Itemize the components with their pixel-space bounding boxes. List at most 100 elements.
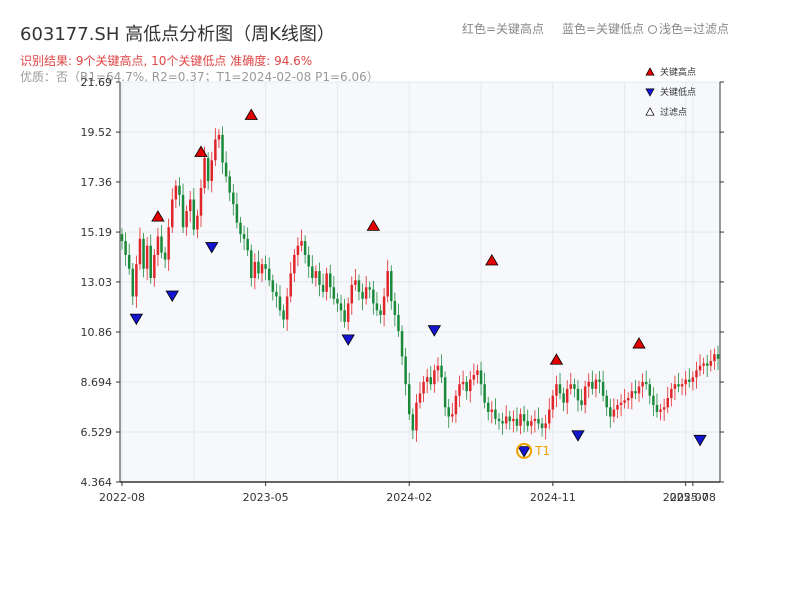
candle-body bbox=[479, 370, 483, 385]
key-high-marker bbox=[632, 337, 646, 349]
candle-body bbox=[705, 363, 709, 366]
candle-body bbox=[364, 287, 368, 299]
candle-body bbox=[300, 241, 303, 246]
candle-body bbox=[407, 384, 411, 415]
y-tick-label: 21.69 bbox=[81, 76, 113, 89]
chart-title: 603177.SH 高低点分析图（周K线图） bbox=[20, 24, 335, 45]
key-high-marker bbox=[366, 219, 381, 231]
candle-body bbox=[386, 271, 389, 297]
key-high-marker bbox=[151, 210, 165, 222]
candle-body bbox=[163, 252, 167, 260]
candle-body bbox=[296, 245, 300, 255]
candle-body bbox=[127, 254, 131, 269]
candle-body bbox=[275, 291, 278, 297]
candle-body bbox=[346, 303, 350, 322]
candle-body bbox=[357, 280, 361, 292]
candle-body bbox=[655, 404, 659, 412]
candle-body bbox=[648, 384, 652, 396]
candle-body bbox=[512, 418, 515, 422]
candle-body bbox=[587, 381, 590, 387]
candle-body bbox=[246, 238, 249, 251]
legend-hint-light: 浅色=过滤点 bbox=[648, 20, 729, 37]
candle-body bbox=[569, 384, 573, 389]
candle-body bbox=[250, 250, 253, 279]
candle-body bbox=[598, 379, 601, 382]
key-low-marker bbox=[427, 325, 442, 337]
candle-body bbox=[210, 160, 214, 182]
candle-body bbox=[425, 377, 429, 382]
candle-body bbox=[594, 379, 598, 389]
candle-body bbox=[465, 381, 468, 392]
candle-body bbox=[400, 331, 404, 357]
candle-body bbox=[203, 157, 206, 188]
candle-body bbox=[494, 409, 497, 419]
candle-body bbox=[619, 402, 623, 405]
candle-body bbox=[530, 421, 533, 426]
candle-body bbox=[540, 423, 544, 429]
candle-body bbox=[181, 194, 185, 228]
x-tick-label: 2025-08 bbox=[670, 491, 716, 504]
candle-body bbox=[558, 384, 562, 394]
candle-body bbox=[576, 388, 580, 401]
candle-body bbox=[522, 414, 526, 422]
t1-ring bbox=[516, 442, 533, 459]
candle-body bbox=[336, 298, 339, 304]
candle-body bbox=[641, 381, 644, 387]
candle-body bbox=[174, 185, 178, 200]
candle-body bbox=[537, 418, 540, 424]
candle-body bbox=[630, 391, 634, 399]
candle-body bbox=[372, 289, 375, 304]
candle-body bbox=[199, 187, 203, 216]
y-tick-label: 10.86 bbox=[81, 326, 113, 339]
candle-body bbox=[440, 365, 443, 378]
candle-body bbox=[623, 400, 626, 403]
candle-body bbox=[239, 222, 242, 235]
legend-filtered-icon bbox=[645, 107, 655, 116]
legend-hint-red: 红色=关键高点 bbox=[462, 22, 545, 36]
axes: 21.69 19.52 17.36 15.19 13.03 10.86 8.694 6.529… bbox=[81, 76, 724, 504]
candle-body bbox=[120, 234, 124, 242]
candle-body bbox=[591, 381, 594, 389]
candle-body bbox=[519, 414, 522, 426]
candle-body bbox=[451, 414, 454, 417]
x-tick-label: 2024-02 bbox=[386, 491, 432, 504]
candle-body bbox=[188, 199, 192, 212]
candle-body bbox=[508, 416, 512, 422]
candle-body bbox=[278, 296, 282, 311]
candle-body bbox=[684, 379, 687, 385]
candle-body bbox=[616, 404, 619, 410]
candle-body bbox=[469, 379, 472, 392]
candle-body bbox=[544, 423, 547, 429]
candle-body bbox=[422, 381, 425, 394]
x-tick-label: 2025-07 bbox=[663, 491, 709, 504]
candle-body bbox=[321, 284, 325, 292]
candles bbox=[120, 126, 720, 442]
candle-body bbox=[221, 134, 224, 163]
x-tick-label: 2024-11 bbox=[530, 491, 576, 504]
candle-body bbox=[454, 395, 458, 415]
candle-body bbox=[393, 301, 397, 315]
candle-body bbox=[583, 386, 587, 405]
candle-body bbox=[167, 227, 170, 260]
candle-body bbox=[138, 238, 142, 265]
candle-body bbox=[562, 393, 565, 403]
y-tick-label: 15.19 bbox=[81, 226, 113, 239]
key-low-marker bbox=[693, 434, 707, 447]
candle-body bbox=[644, 381, 648, 385]
candle-body bbox=[131, 268, 135, 297]
key-low-marker bbox=[165, 290, 179, 303]
subtitle: 识别结果: 9个关键高点, 10个关键低点 准确度: 94.6% bbox=[20, 54, 313, 68]
candle-body bbox=[293, 254, 296, 274]
legend-label: 关键高点 bbox=[660, 66, 696, 78]
candle-body bbox=[533, 418, 537, 422]
candle-body bbox=[361, 291, 364, 299]
x-tick-label: 2023-05 bbox=[243, 491, 289, 504]
candle-body bbox=[713, 354, 716, 362]
candle-body bbox=[709, 361, 713, 366]
legend-high-icon bbox=[645, 67, 655, 76]
legend-low-icon bbox=[645, 88, 655, 97]
candle-body bbox=[325, 273, 328, 292]
key-low-marker bbox=[341, 334, 355, 346]
candle-body bbox=[626, 398, 630, 401]
candle-body bbox=[343, 310, 346, 322]
